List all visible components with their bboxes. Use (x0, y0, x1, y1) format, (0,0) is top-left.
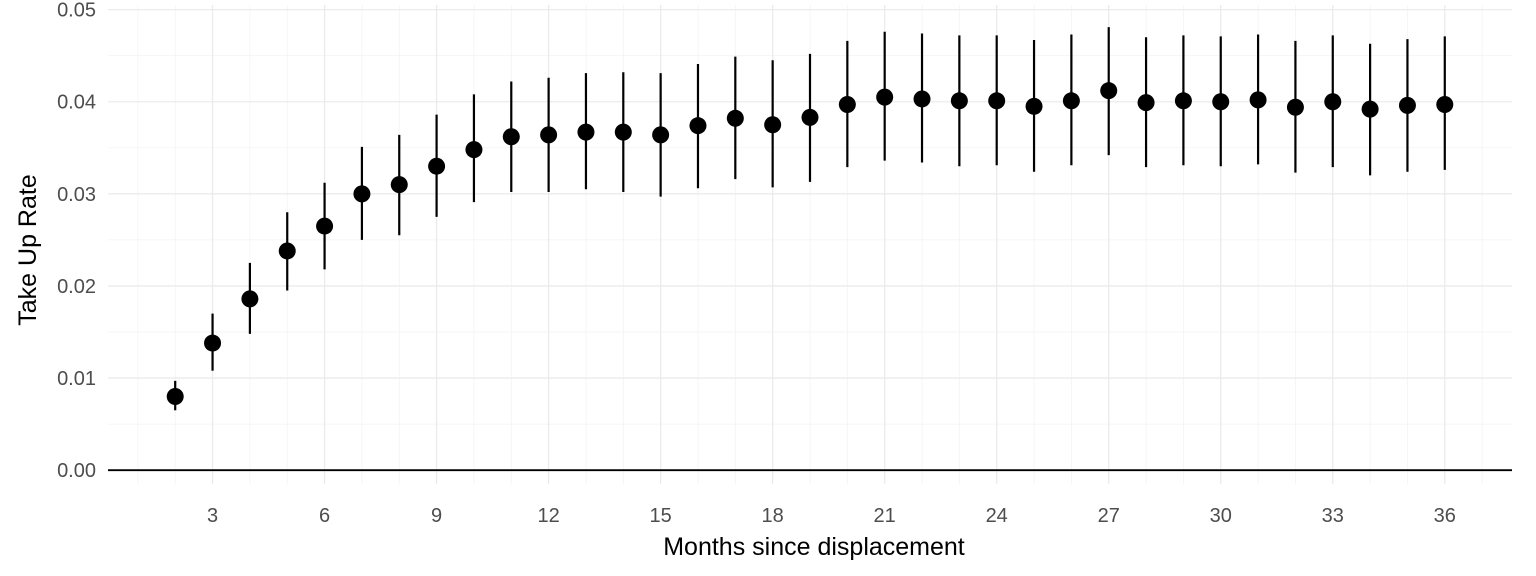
data-point (465, 141, 483, 159)
x-tick-label: 6 (319, 505, 330, 527)
x-tick-label: 33 (1322, 505, 1344, 527)
x-tick-label: 30 (1210, 505, 1232, 527)
x-tick-label: 15 (650, 505, 672, 527)
x-tick-label: 27 (1098, 505, 1120, 527)
data-point (1025, 97, 1043, 115)
y-tick-label: 0.00 (57, 460, 96, 482)
data-point (801, 108, 819, 126)
axis-layer: 3 6 9 12 15 18 21 24 27 30 33 360.000.010.020.030.0… (57, 0, 1512, 527)
data-point (204, 334, 222, 352)
data-point (1100, 82, 1118, 100)
y-tick-label: 0.04 (57, 92, 96, 114)
data-point (838, 95, 856, 113)
x-tick-label: 21 (874, 505, 896, 527)
data-point (540, 126, 558, 144)
data-point (390, 176, 408, 194)
x-tick-label: 9 (431, 505, 442, 527)
x-tick-label: 3 (207, 505, 218, 527)
data-point (913, 90, 931, 108)
data-point (876, 88, 894, 106)
data-point (502, 128, 520, 146)
x-tick-label: 18 (762, 505, 784, 527)
data-point (1324, 93, 1342, 111)
data-point (950, 92, 968, 110)
data-point (988, 92, 1006, 110)
data-point (1361, 100, 1379, 118)
data-point (241, 290, 259, 308)
data-point (1249, 91, 1267, 109)
data-point (652, 126, 670, 144)
data-point (577, 123, 595, 141)
data-point (764, 116, 782, 134)
y-tick-label: 0.05 (57, 0, 96, 22)
data-point (1398, 96, 1416, 114)
y-tick-label: 0.02 (57, 276, 96, 298)
x-tick-label: 24 (986, 505, 1008, 527)
data-point (1286, 98, 1304, 116)
data-point (278, 242, 296, 260)
data-point (316, 217, 334, 235)
data-point (428, 157, 446, 175)
x-tick-label: 36 (1434, 505, 1456, 527)
point-layer (166, 82, 1454, 405)
y-tick-label: 0.01 (57, 368, 96, 390)
y-axis-title: Take Up Rate (14, 174, 42, 325)
data-point (614, 123, 632, 141)
y-tick-label: 0.03 (57, 184, 96, 206)
data-point (353, 185, 371, 203)
data-point (689, 117, 707, 135)
x-tick-label: 12 (537, 505, 559, 527)
data-point (1137, 94, 1155, 112)
x-axis-title: Months since displacement (663, 533, 965, 561)
data-point (166, 387, 184, 405)
data-point (1174, 92, 1192, 110)
data-point (1436, 95, 1454, 113)
data-point (726, 109, 744, 127)
data-point (1212, 93, 1230, 111)
data-point (1062, 92, 1080, 110)
